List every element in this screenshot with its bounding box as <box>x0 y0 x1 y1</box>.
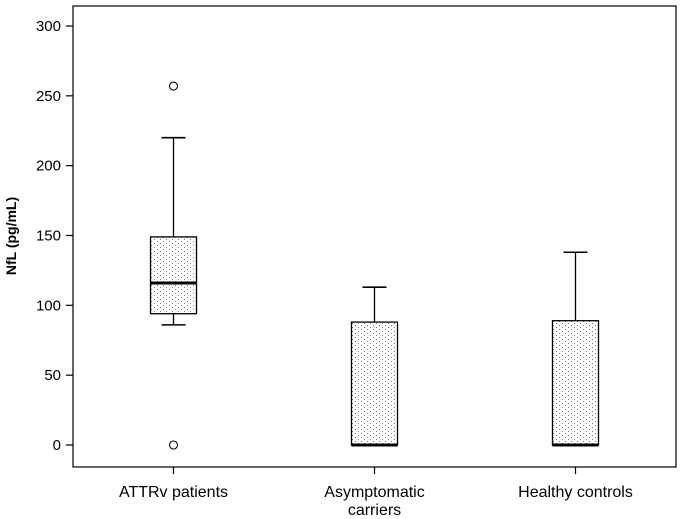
y-tick-label: 0 <box>53 437 61 454</box>
y-axis-title: NfL (pg/mL) <box>3 197 19 275</box>
y-tick-label: 150 <box>36 228 61 245</box>
box-series <box>149 81 600 450</box>
x-category-label: carriers <box>348 502 401 519</box>
y-tick-label: 50 <box>44 367 61 384</box>
box-iqr <box>350 321 399 446</box>
box-group <box>551 251 600 447</box>
outlier-point <box>168 81 179 91</box>
box-iqr <box>149 236 198 315</box>
y-tick-label: 300 <box>36 18 61 35</box>
y-axis: 0 50 100 150 200 250 300 <box>36 18 73 454</box>
x-category-label: Asymptomatic <box>324 484 424 501</box>
x-category-label: ATTRv patients <box>119 484 228 501</box>
box-group <box>350 286 399 447</box>
x-category-label: Healthy controls <box>518 484 633 501</box>
y-tick-label: 250 <box>36 88 61 105</box>
box-group <box>149 81 198 450</box>
box-iqr <box>551 320 600 446</box>
y-tick-label: 100 <box>36 297 61 314</box>
y-tick-label: 200 <box>36 158 61 175</box>
outlier-point <box>168 440 179 450</box>
